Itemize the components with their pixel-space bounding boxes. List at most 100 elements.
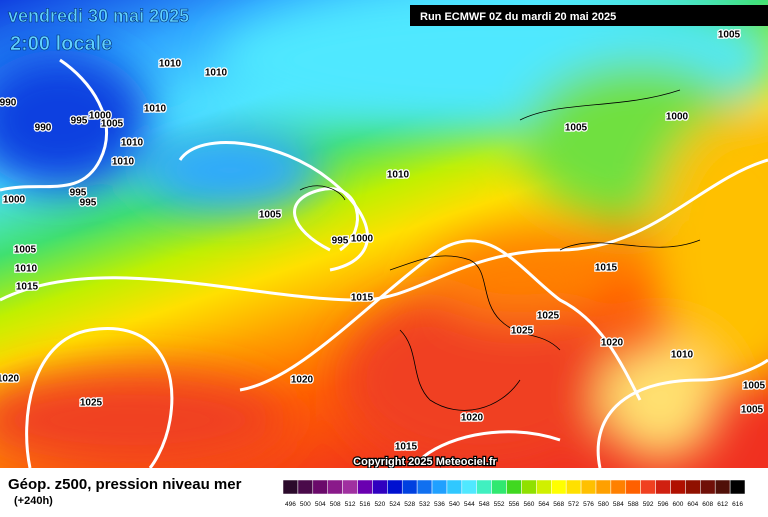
colorbar-label: 520 xyxy=(374,501,385,508)
colorbar-label: 576 xyxy=(583,501,594,508)
colorbar-label: 528 xyxy=(404,501,415,508)
isobar-label: 1010 xyxy=(159,59,182,70)
colorbar-cell xyxy=(431,479,448,495)
colorbar-label: 496 xyxy=(285,501,296,508)
colorbar-label: 600 xyxy=(673,501,684,508)
isobar-label: 1025 xyxy=(511,326,534,337)
isobar-label: 1020 xyxy=(0,374,20,385)
colorbar-label: 556 xyxy=(509,501,520,508)
isobar-label: 1020 xyxy=(461,413,484,424)
isobar-label: 995 xyxy=(70,188,87,199)
colorbar-cell xyxy=(625,479,641,495)
isobar-label: 1010 xyxy=(15,264,38,275)
colorbar-label: 548 xyxy=(479,501,490,508)
colorbar-cell xyxy=(297,479,314,495)
isobar-label: 1005 xyxy=(565,123,588,134)
colorbar-label: 568 xyxy=(553,501,564,508)
colorbar-cell xyxy=(536,479,552,495)
colorbar-cell xyxy=(342,479,358,495)
isobar-label: 1010 xyxy=(112,157,135,168)
colorbar-label: 580 xyxy=(598,501,609,508)
colorbar-cell xyxy=(401,479,418,495)
colorbar-cell xyxy=(357,479,373,495)
colorbar-label: 552 xyxy=(494,501,505,508)
colorbar-cell xyxy=(729,479,746,495)
title: vendredi 30 mai 2025 xyxy=(8,6,189,26)
colorbar-label: 524 xyxy=(389,501,400,508)
run-info: Run ECMWF 0Z du mardi 20 mai 2025 xyxy=(420,11,616,23)
isobar-label: 1020 xyxy=(291,375,314,386)
isobars xyxy=(0,58,768,469)
colorbar-cell xyxy=(461,479,477,495)
isobar-label: 1025 xyxy=(537,311,560,322)
colorbar-cell xyxy=(565,479,582,495)
colorbar-label: 608 xyxy=(702,501,713,508)
colorbar-label: 596 xyxy=(658,501,669,508)
isobar-label: 1005 xyxy=(743,381,766,392)
isobar-label: 1010 xyxy=(144,104,167,115)
colorbar-cell xyxy=(655,479,671,495)
colorbar: 496 500 504 508 512 516 520 524 528 532 536 540 544 5… xyxy=(282,479,746,508)
colorbar-cell xyxy=(416,479,433,495)
isobar-label: 990 xyxy=(0,98,17,109)
colorbar-cell xyxy=(685,479,701,495)
colorbar-label: 584 xyxy=(613,501,624,508)
colorbar-cell xyxy=(282,479,299,495)
isobar-label: 1015 xyxy=(395,442,418,453)
colorbar-label: 544 xyxy=(464,501,475,508)
isobar-label: 1005 xyxy=(259,210,282,221)
colorbar-cell xyxy=(327,479,343,495)
colorbar-label: 540 xyxy=(449,501,460,508)
colorbar-cell xyxy=(521,479,537,495)
colorbar-cell xyxy=(506,479,522,495)
colorbar-cell xyxy=(476,479,492,495)
colorbar-cell xyxy=(387,479,403,495)
coastlines xyxy=(299,89,701,411)
isobar-label: 1010 xyxy=(671,350,694,361)
colorbar-label: 508 xyxy=(330,501,341,508)
isobar-label: 995 xyxy=(332,236,349,247)
legend-title: Géop. z500, pression niveau mer xyxy=(8,476,242,493)
field xyxy=(0,0,768,470)
isobar-label: 1010 xyxy=(121,138,144,149)
isobar-label: 1005 xyxy=(741,405,764,416)
isobar-label: 1010 xyxy=(205,68,228,79)
colorbar-label: 604 xyxy=(687,501,698,508)
isobar-label: 1000 xyxy=(351,234,374,245)
colorbar-label: 512 xyxy=(345,501,356,508)
isobar-label: 990 xyxy=(35,123,52,134)
isobar-label: 1000 xyxy=(3,195,26,206)
isobar-label: 995 xyxy=(80,198,97,209)
colorbar-label: 592 xyxy=(643,501,654,508)
colorbar-label: 504 xyxy=(315,501,326,508)
colorbar-label: 516 xyxy=(360,501,371,508)
copyright: Copyright 2025 Meteociel.fr xyxy=(353,456,497,468)
isobar-label: 1005 xyxy=(14,245,37,256)
colorbar-cell xyxy=(372,479,388,495)
isobar-label: 1015 xyxy=(16,282,39,293)
colorbar-cell xyxy=(312,479,328,495)
subtitle: 2:00 locale xyxy=(10,33,112,55)
isobar-label: 1000 xyxy=(89,111,112,122)
colorbar-label: 612 xyxy=(717,501,728,508)
isobar-label: 1010 xyxy=(387,170,410,181)
run-box xyxy=(410,5,768,26)
colorbar-cell xyxy=(491,479,507,495)
colorbar-label: 532 xyxy=(419,501,430,508)
colorbar-label: 500 xyxy=(300,501,311,508)
colorbar-cell xyxy=(580,479,597,495)
colorbar-cell xyxy=(714,479,731,495)
isobar-label: 1000 xyxy=(666,112,689,123)
colorbar-cell xyxy=(551,479,567,495)
colorbar-cell xyxy=(610,479,627,495)
colorbar-label: 616 xyxy=(732,501,743,508)
colorbar-label: 536 xyxy=(434,501,445,508)
colorbar-cell xyxy=(446,479,463,495)
colorbar-label: 588 xyxy=(628,501,639,508)
isobar-label: 1005 xyxy=(101,119,124,130)
colorbar-label: 560 xyxy=(523,501,534,508)
colorbar-cell xyxy=(595,479,612,495)
isobar-label: 1020 xyxy=(601,338,624,349)
